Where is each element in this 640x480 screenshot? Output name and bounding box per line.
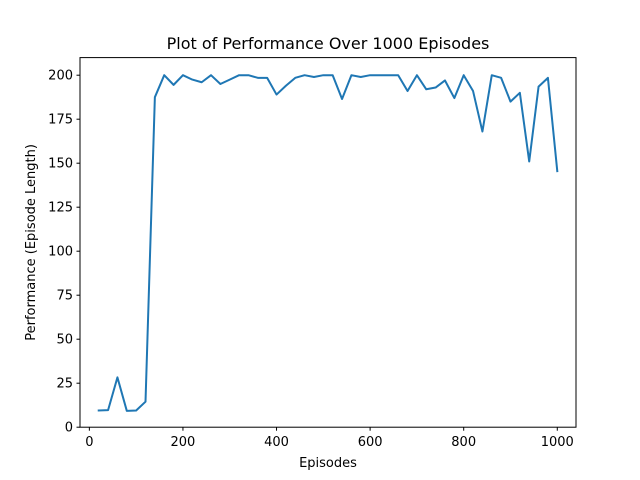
y-axis: 0 25 50 75 100 125 150 175 200 [48, 69, 80, 436]
y-tick-label: 50 [56, 333, 73, 348]
y-tick-label: 0 [65, 421, 73, 436]
plot-area-frame [79, 57, 577, 428]
x-tick-label: 600 [358, 435, 383, 450]
y-tick-label: 125 [48, 201, 73, 216]
y-tick-label: 175 [48, 113, 73, 128]
x-axis-label: Episodes [299, 456, 357, 471]
x-tick-label: 200 [171, 435, 196, 450]
chart-title: Plot of Performance Over 1000 Episodes [167, 34, 490, 53]
x-tick-label: 800 [451, 435, 476, 450]
series-group [97, 74, 559, 412]
x-axis: 0 200 400 600 800 1000 [85, 427, 574, 450]
y-tick-label: 25 [56, 377, 73, 392]
y-tick-label: 200 [48, 69, 73, 84]
series-line [97, 74, 559, 412]
y-tick-label: 100 [48, 245, 73, 260]
y-tick-label: 75 [56, 289, 73, 304]
x-tick-label: 0 [85, 435, 93, 450]
x-tick-label: 400 [264, 435, 289, 450]
y-tick-label: 150 [48, 157, 73, 172]
y-axis-label: Performance (Episode Length) [24, 144, 39, 341]
x-tick-label: 1000 [541, 435, 574, 450]
